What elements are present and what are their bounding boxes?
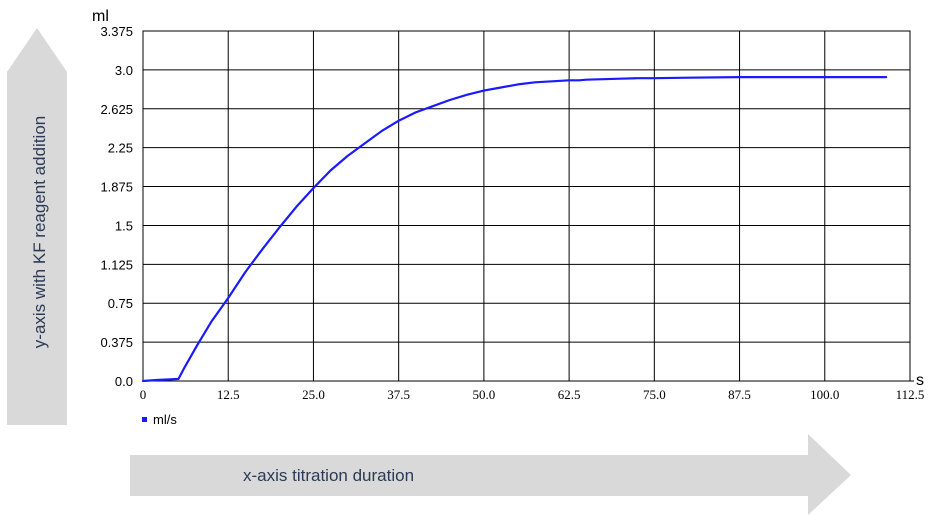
x-tick-label: 75.0 [643,387,666,402]
x-tick-label: 0 [140,387,147,402]
y-tick-label: 0.75 [108,296,133,311]
y-axis-arrow: y-axis with KF reagent addition [7,28,67,425]
y-tick-label: 3.0 [115,63,133,78]
y-tick-label: 0.0 [115,374,133,389]
x-axis-arrow: x-axis titration duration [130,434,851,515]
y-tick-label: 2.625 [100,102,133,117]
x-tick-label: 112.5 [896,387,925,402]
x-axis-arrow-shape [130,434,851,515]
x-tick-label: 100.0 [810,387,839,402]
x-tick-label: 62.5 [558,387,581,402]
y-unit-label: ml [92,8,109,25]
x-axis-arrow-label: x-axis titration duration [243,466,414,485]
x-tick-label: 37.5 [387,387,410,402]
y-tick-label: 0.375 [100,335,133,350]
y-tick-label: 3.375 [100,24,133,39]
y-tick-label: 1.875 [100,180,133,195]
x-tick-label: 50.0 [473,387,496,402]
y-tick-label: 1.5 [115,218,133,233]
y-tick-label: 1.125 [100,257,133,272]
x-tick-label: 12.5 [217,387,240,402]
y-axis-arrow-shape [7,28,67,425]
x-unit-label: s [916,372,924,389]
legend-label: ml/s [153,412,177,427]
x-tick-label: 87.5 [728,387,751,402]
legend: ml/s [142,412,177,427]
y-tick-label: 2.25 [108,141,133,156]
series-line [141,75,888,383]
y-axis-arrow-label: y-axis with KF reagent addition [30,116,49,348]
x-tick-label: 25.0 [302,387,325,402]
plot-area: 0.0 0.375 0.75 1.125 1.5 1.875 2.25 2.625 3.0 3.3… [100,24,924,402]
legend-swatch [142,417,147,422]
